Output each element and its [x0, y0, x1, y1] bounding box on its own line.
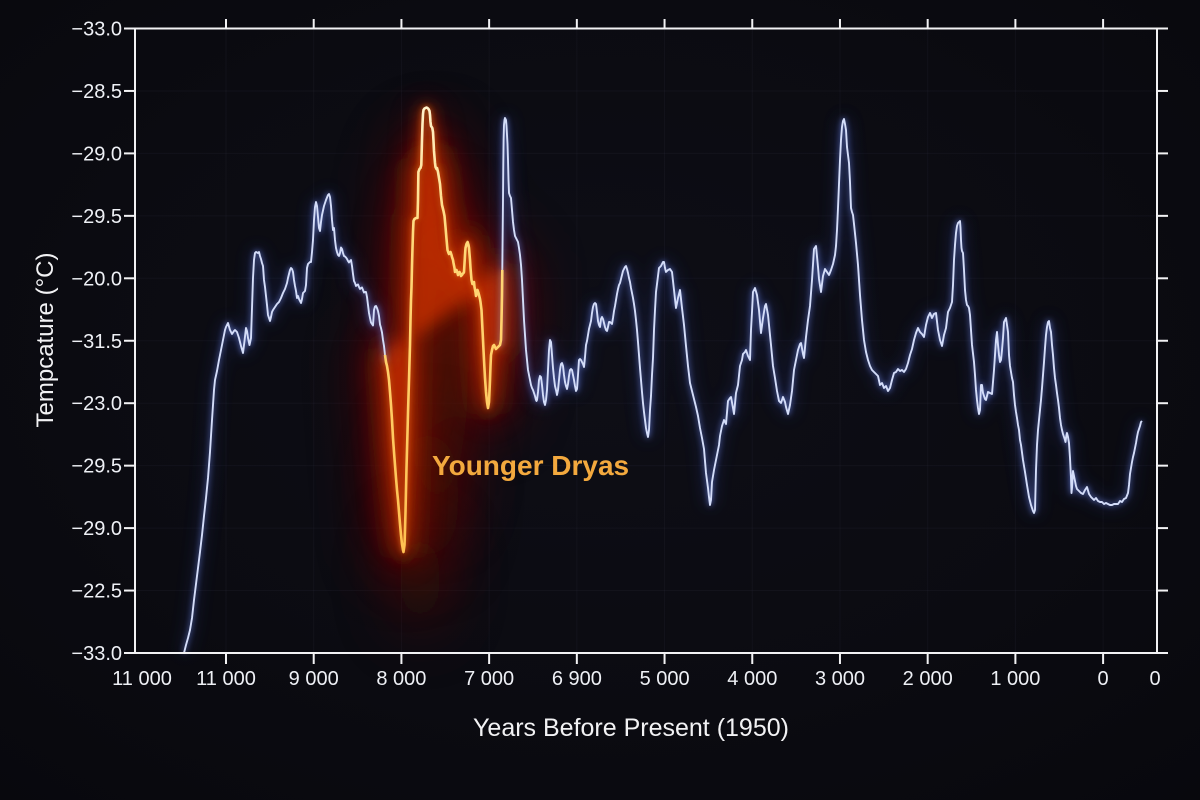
svg-text:4 000: 4 000	[727, 668, 777, 690]
svg-text:−29.5: −29.5	[71, 456, 122, 478]
svg-text:Years Before Present (1950): Years Before Present (1950)	[473, 714, 789, 742]
svg-text:−20.0: −20.0	[71, 268, 122, 290]
svg-text:−29.0: −29.0	[71, 518, 122, 540]
svg-text:−33.0: −33.0	[71, 19, 122, 41]
svg-text:0: 0	[1098, 668, 1109, 690]
svg-text:9 000: 9 000	[289, 668, 339, 690]
svg-text:−23.0: −23.0	[71, 393, 122, 415]
svg-text:2 000: 2 000	[903, 668, 953, 690]
svg-text:11 000: 11 000	[112, 668, 172, 690]
svg-text:−29.5: −29.5	[71, 206, 122, 228]
svg-text:−28.5: −28.5	[71, 81, 122, 103]
svg-text:−31.5: −31.5	[71, 331, 122, 353]
svg-text:−33.0: −33.0	[71, 643, 122, 665]
svg-text:1 000: 1 000	[990, 668, 1040, 690]
svg-text:5 000: 5 000	[640, 668, 690, 690]
svg-text:Tempcature (°C): Tempcature (°C)	[32, 253, 59, 428]
svg-text:8 000: 8 000	[376, 668, 426, 690]
svg-text:−29.0: −29.0	[71, 143, 122, 165]
svg-text:11 000: 11 000	[196, 668, 256, 690]
svg-text:Younger Dryas: Younger Dryas	[432, 450, 629, 481]
svg-text:3 000: 3 000	[815, 668, 865, 690]
svg-text:7 000: 7 000	[464, 668, 514, 690]
svg-text:6 900: 6 900	[552, 668, 602, 690]
svg-text:−22.5: −22.5	[71, 581, 122, 603]
svg-text:0: 0	[1149, 668, 1160, 690]
